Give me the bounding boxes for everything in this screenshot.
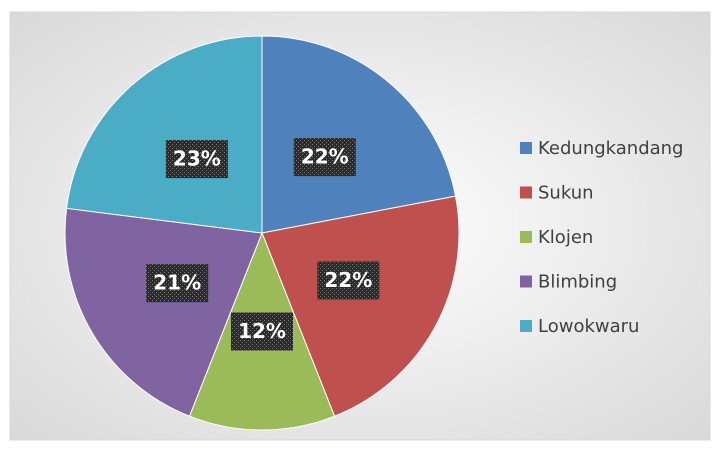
pie-slice	[261, 35, 457, 234]
data-label: 21%	[153, 271, 201, 295]
legend-swatch	[520, 142, 532, 154]
data-label: 22%	[324, 268, 372, 292]
data-label-box	[231, 312, 293, 351]
pie	[64, 35, 460, 431]
legend-label: Kedungkandang	[538, 138, 684, 159]
pie-slice	[65, 35, 263, 234]
legend-swatch	[520, 186, 532, 199]
data-label-box	[317, 261, 380, 300]
data-labels: 22% 22% 12% 21% 23%	[146, 138, 380, 351]
data-label-box	[293, 138, 356, 177]
legend-label: Lowokwaru	[538, 316, 639, 337]
data-label-box	[146, 264, 209, 303]
legend-swatch	[520, 320, 532, 332]
legend-label: Klojen	[538, 227, 593, 248]
legend-swatch	[520, 231, 532, 243]
pie-slice	[261, 195, 460, 417]
legend-swatch	[520, 275, 532, 288]
pie-slice	[64, 207, 263, 417]
data-label: 12%	[238, 319, 286, 343]
data-label: 22%	[301, 145, 349, 169]
legend: Kedungkandang Sukun Klojen Blimbing Lowokwar…	[520, 138, 684, 337]
data-label: 23%	[173, 147, 221, 171]
data-label-box	[165, 140, 228, 179]
legend-label: Blimbing	[538, 272, 617, 293]
legend-label: Sukun	[538, 183, 594, 204]
